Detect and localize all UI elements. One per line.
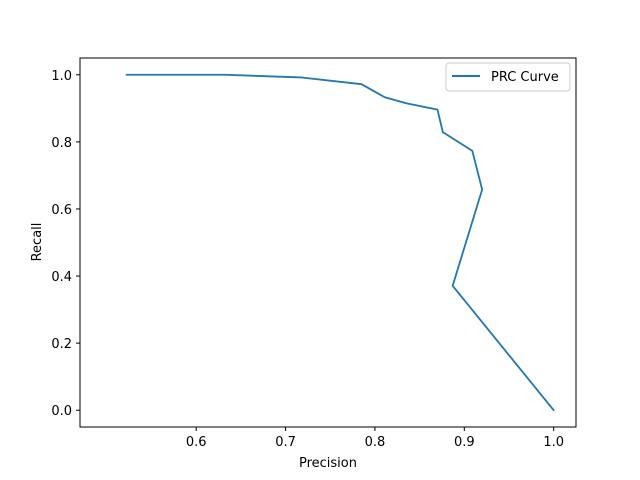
legend-box xyxy=(445,62,571,92)
x-tick-label: 0.7 xyxy=(275,435,296,450)
ticks-layer: 0.6 0.7 0.8 0.9 1.0 0.0 0.2 0.4 0.6 0.8 1.0 xyxy=(51,69,564,450)
series-layer xyxy=(125,73,555,412)
y-tick-label: 0.0 xyxy=(51,404,72,419)
series-line-prc-curve xyxy=(125,73,555,412)
x-tick-label: 0.9 xyxy=(454,435,475,450)
x-tick-label: 1.0 xyxy=(543,435,564,450)
x-tick-label: 0.8 xyxy=(365,435,386,450)
y-tick-label: 0.6 xyxy=(51,203,72,218)
y-tick-label: 1.0 xyxy=(51,69,72,84)
x-axis-label: Precision xyxy=(299,456,357,471)
legend: PRC Curve xyxy=(445,62,571,92)
y-axis-label: Recall xyxy=(30,223,45,262)
x-tick-label: 0.6 xyxy=(186,435,207,450)
legend-label: PRC Curve xyxy=(491,70,559,85)
y-tick-label: 0.2 xyxy=(51,337,72,352)
plot-frame xyxy=(79,57,577,428)
y-tick-label: 0.8 xyxy=(51,136,72,151)
y-tick-label: 0.4 xyxy=(51,270,72,285)
